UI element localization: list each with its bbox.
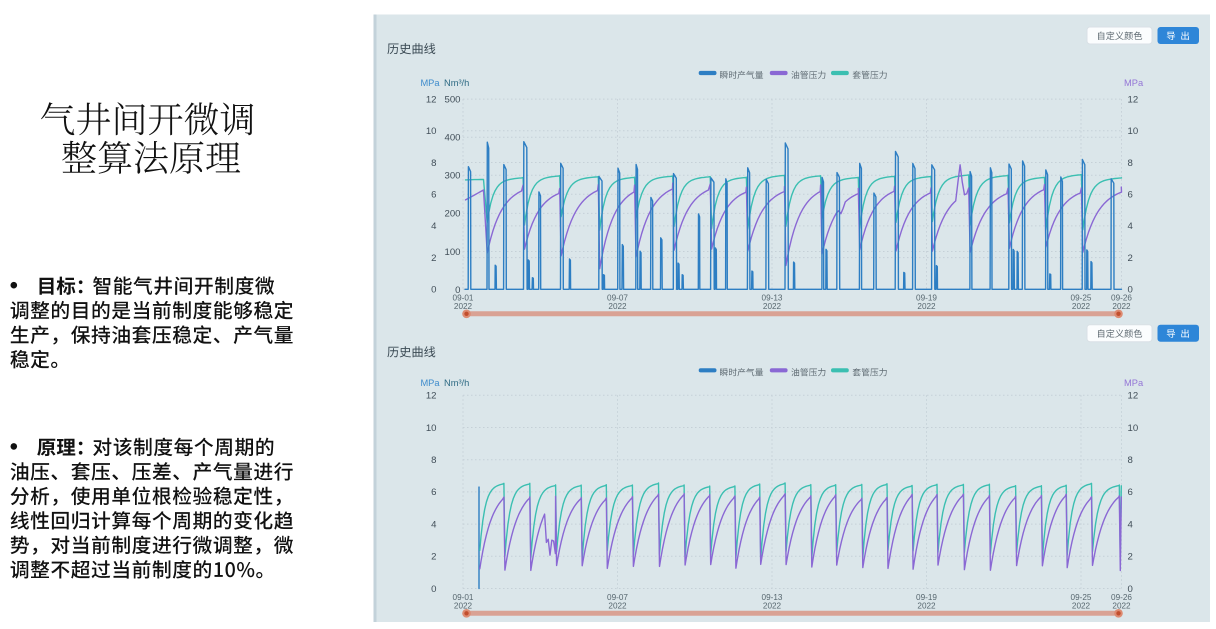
svg-text:2022: 2022	[608, 302, 627, 311]
svg-text:2022: 2022	[917, 601, 936, 610]
svg-text:09-07: 09-07	[607, 593, 628, 602]
svg-text:MPa: MPa	[1124, 378, 1144, 388]
svg-text:MPa: MPa	[420, 378, 440, 388]
svg-text:0: 0	[431, 285, 436, 296]
svg-text:300: 300	[444, 171, 460, 182]
svg-text:2022: 2022	[454, 302, 473, 311]
svg-text:09-19: 09-19	[916, 294, 937, 303]
svg-text:12: 12	[426, 391, 437, 402]
svg-text:200: 200	[444, 209, 460, 220]
svg-text:09-25: 09-25	[1071, 593, 1092, 602]
svg-text:8: 8	[1128, 455, 1133, 466]
svg-text:2022: 2022	[917, 302, 936, 311]
svg-text:09-13: 09-13	[762, 593, 783, 602]
svg-text:2022: 2022	[1072, 302, 1091, 311]
svg-text:8: 8	[1128, 158, 1133, 169]
svg-text:2022: 2022	[1112, 601, 1131, 610]
svg-text:400: 400	[444, 133, 460, 144]
svg-text:MPa: MPa	[1124, 78, 1144, 88]
svg-text:2022: 2022	[1072, 601, 1091, 610]
svg-text:2022: 2022	[763, 601, 782, 610]
svg-text:12: 12	[1128, 94, 1139, 105]
svg-text:8: 8	[431, 455, 436, 466]
svg-text:2: 2	[1128, 253, 1133, 264]
svg-text:2022: 2022	[608, 601, 627, 610]
svg-text:500: 500	[444, 94, 460, 105]
svg-text:Nm³/h: Nm³/h	[444, 78, 469, 88]
svg-text:4: 4	[431, 221, 437, 232]
svg-text:09-26: 09-26	[1111, 593, 1132, 602]
svg-text:4: 4	[1128, 519, 1134, 530]
svg-text:6: 6	[431, 487, 436, 498]
svg-text:2022: 2022	[1112, 302, 1131, 311]
svg-text:4: 4	[431, 519, 437, 530]
svg-text:09-01: 09-01	[453, 294, 474, 303]
svg-text:2022: 2022	[454, 601, 473, 610]
svg-text:10: 10	[1128, 423, 1139, 434]
svg-text:12: 12	[426, 94, 437, 105]
svg-text:0: 0	[1128, 584, 1133, 595]
svg-text:0: 0	[1128, 285, 1133, 296]
svg-text:0: 0	[455, 285, 460, 296]
svg-text:09-13: 09-13	[762, 294, 783, 303]
svg-text:09-19: 09-19	[916, 593, 937, 602]
svg-text:MPa: MPa	[420, 78, 440, 88]
svg-text:8: 8	[431, 158, 436, 169]
svg-text:09-01: 09-01	[453, 593, 474, 602]
svg-text:0: 0	[431, 584, 436, 595]
svg-text:10: 10	[426, 126, 437, 137]
svg-text:2: 2	[431, 253, 436, 264]
svg-text:Nm³/h: Nm³/h	[444, 378, 469, 388]
svg-text:6: 6	[1128, 190, 1133, 201]
svg-text:4: 4	[1128, 221, 1134, 232]
svg-text:2022: 2022	[763, 302, 782, 311]
svg-text:6: 6	[431, 190, 436, 201]
svg-text:09-07: 09-07	[607, 294, 628, 303]
svg-text:100: 100	[444, 247, 460, 258]
svg-text:12: 12	[1128, 391, 1139, 402]
svg-text:09-25: 09-25	[1071, 294, 1092, 303]
svg-text:10: 10	[1128, 126, 1139, 137]
svg-text:2: 2	[431, 552, 436, 563]
svg-text:2: 2	[1128, 552, 1133, 563]
svg-text:6: 6	[1128, 487, 1133, 498]
svg-text:10: 10	[426, 423, 437, 434]
svg-text:09-26: 09-26	[1111, 294, 1132, 303]
